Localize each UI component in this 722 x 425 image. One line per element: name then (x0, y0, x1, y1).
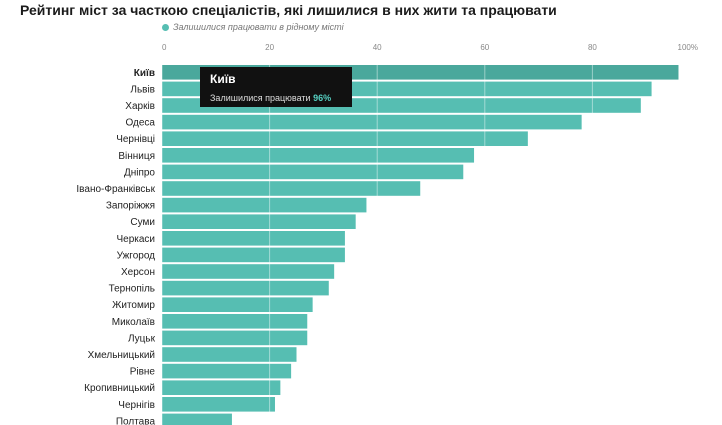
category-label: Херсон (121, 267, 155, 278)
category-label: Івано-Франківськ (76, 184, 155, 195)
bar[interactable] (162, 397, 275, 412)
x-tick-label: 40 (373, 43, 382, 52)
category-label: Чернігів (118, 400, 155, 411)
bar[interactable] (162, 264, 335, 279)
chart-title: Рейтинг міст за часткою спеціалістів, як… (20, 2, 557, 18)
bar[interactable] (162, 131, 528, 146)
category-label: Луцьк (128, 333, 156, 344)
bar[interactable] (162, 197, 367, 213)
category-label: Чернівці (116, 134, 155, 145)
bar[interactable] (162, 363, 292, 379)
category-labels: Київ Львів Харків Одеса Чернівці Вінниця Дніпр… (76, 68, 155, 425)
bar[interactable] (162, 314, 308, 329)
bars (162, 65, 679, 425)
category-label: Одеса (125, 118, 155, 129)
tooltip-row: Залишилися працювати 96% (210, 91, 342, 105)
x-axis-ticks: 0 20 40 60 80 100% (162, 43, 698, 52)
bar[interactable] (162, 380, 281, 395)
legend-label: Залишилися працювати в рідному місті (173, 22, 344, 32)
category-label: Запоріжжя (106, 201, 155, 212)
x-tick-label: 100% (678, 43, 698, 52)
x-tick-label: 0 (162, 43, 167, 52)
gridlines (161, 56, 701, 425)
tooltip-value: 96% (313, 93, 332, 103)
category-label: Житомир (112, 300, 155, 311)
tooltip-label: Залишилися працювати (210, 93, 311, 103)
category-label: Харків (125, 101, 155, 112)
category-label: Львів (130, 84, 155, 95)
category-label: Тернопіль (109, 284, 155, 295)
category-label: Полтава (116, 416, 156, 425)
bar[interactable] (162, 347, 297, 362)
bar[interactable] (162, 413, 232, 425)
bar[interactable] (162, 164, 464, 180)
category-label: Кропивницький (84, 383, 155, 394)
bar[interactable] (162, 148, 475, 163)
legend-swatch (162, 23, 169, 31)
bar[interactable] (162, 330, 308, 346)
tooltip-city: Київ (210, 72, 236, 86)
bar[interactable] (162, 247, 345, 263)
category-label: Київ (134, 68, 155, 79)
x-tick-label: 60 (480, 43, 489, 52)
category-label: Хмельницький (88, 350, 155, 361)
x-tick-label: 80 (588, 43, 597, 52)
category-label: Черкаси (116, 234, 155, 245)
category-label: Миколаїв (112, 317, 155, 328)
bar[interactable] (162, 280, 329, 296)
x-tick-label: 20 (265, 43, 274, 52)
category-label: Рівне (130, 367, 156, 378)
category-label: Вінниця (118, 151, 155, 162)
tooltip: Київ Залишилися працювати 96% (200, 67, 352, 107)
category-label: Дніпро (124, 167, 155, 178)
category-label: Ужгород (117, 250, 156, 261)
bar[interactable] (162, 231, 345, 246)
bar[interactable] (162, 297, 313, 312)
bar[interactable] (162, 114, 582, 130)
bar[interactable] (162, 214, 356, 229)
category-label: Суми (130, 217, 155, 228)
bar[interactable] (162, 181, 421, 196)
legend[interactable]: Залишилися працювати в рідному місті (162, 20, 344, 34)
